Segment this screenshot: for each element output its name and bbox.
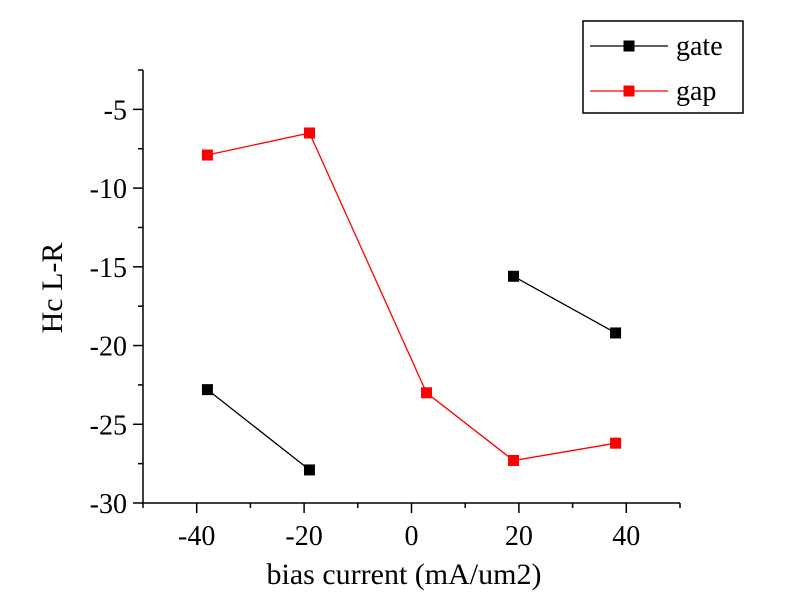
plot-lines [206, 132, 616, 471]
data-point-gate [201, 384, 213, 396]
data-point-gap [201, 149, 213, 161]
series-line-gate [513, 275, 616, 334]
data-point-gate [303, 464, 315, 476]
y-tick-label: -25 [90, 410, 127, 441]
series-line-gap [207, 132, 616, 462]
series-line-gate [206, 389, 310, 471]
y-tick-label: -5 [104, 95, 127, 126]
data-point-gate [508, 270, 520, 282]
legend-label-gate: gate [676, 31, 723, 62]
legend-label-gap: gap [676, 76, 716, 107]
data-point-gate [610, 327, 622, 339]
y-tick-label: -20 [90, 332, 127, 363]
legend: gate gap [582, 20, 744, 114]
legend-box [582, 20, 744, 114]
data-point-gap [421, 387, 433, 399]
plot-markers [201, 127, 622, 476]
data-point-gap [508, 454, 520, 466]
axes: -40 -20 0 20 40 -5 -10 -15 -20 -25 -30 [90, 69, 681, 552]
data-point-gap [610, 437, 622, 449]
legend-marker-gate [623, 40, 635, 52]
y-tick-label: -10 [90, 174, 127, 205]
y-axis-label: Hc L-R [36, 243, 69, 334]
y-tick-label: -15 [90, 253, 127, 284]
x-tick-label: 20 [505, 521, 533, 552]
x-tick-label: 0 [405, 521, 419, 552]
x-tick-label: -40 [178, 521, 215, 552]
legend-marker-gap [623, 85, 635, 97]
x-tick-label: 40 [612, 521, 640, 552]
y-tick-label: -30 [90, 489, 127, 520]
x-tick-label: -20 [285, 521, 322, 552]
x-axis-label: bias current (mA/um2) [267, 558, 542, 591]
data-point-gap [303, 127, 315, 139]
